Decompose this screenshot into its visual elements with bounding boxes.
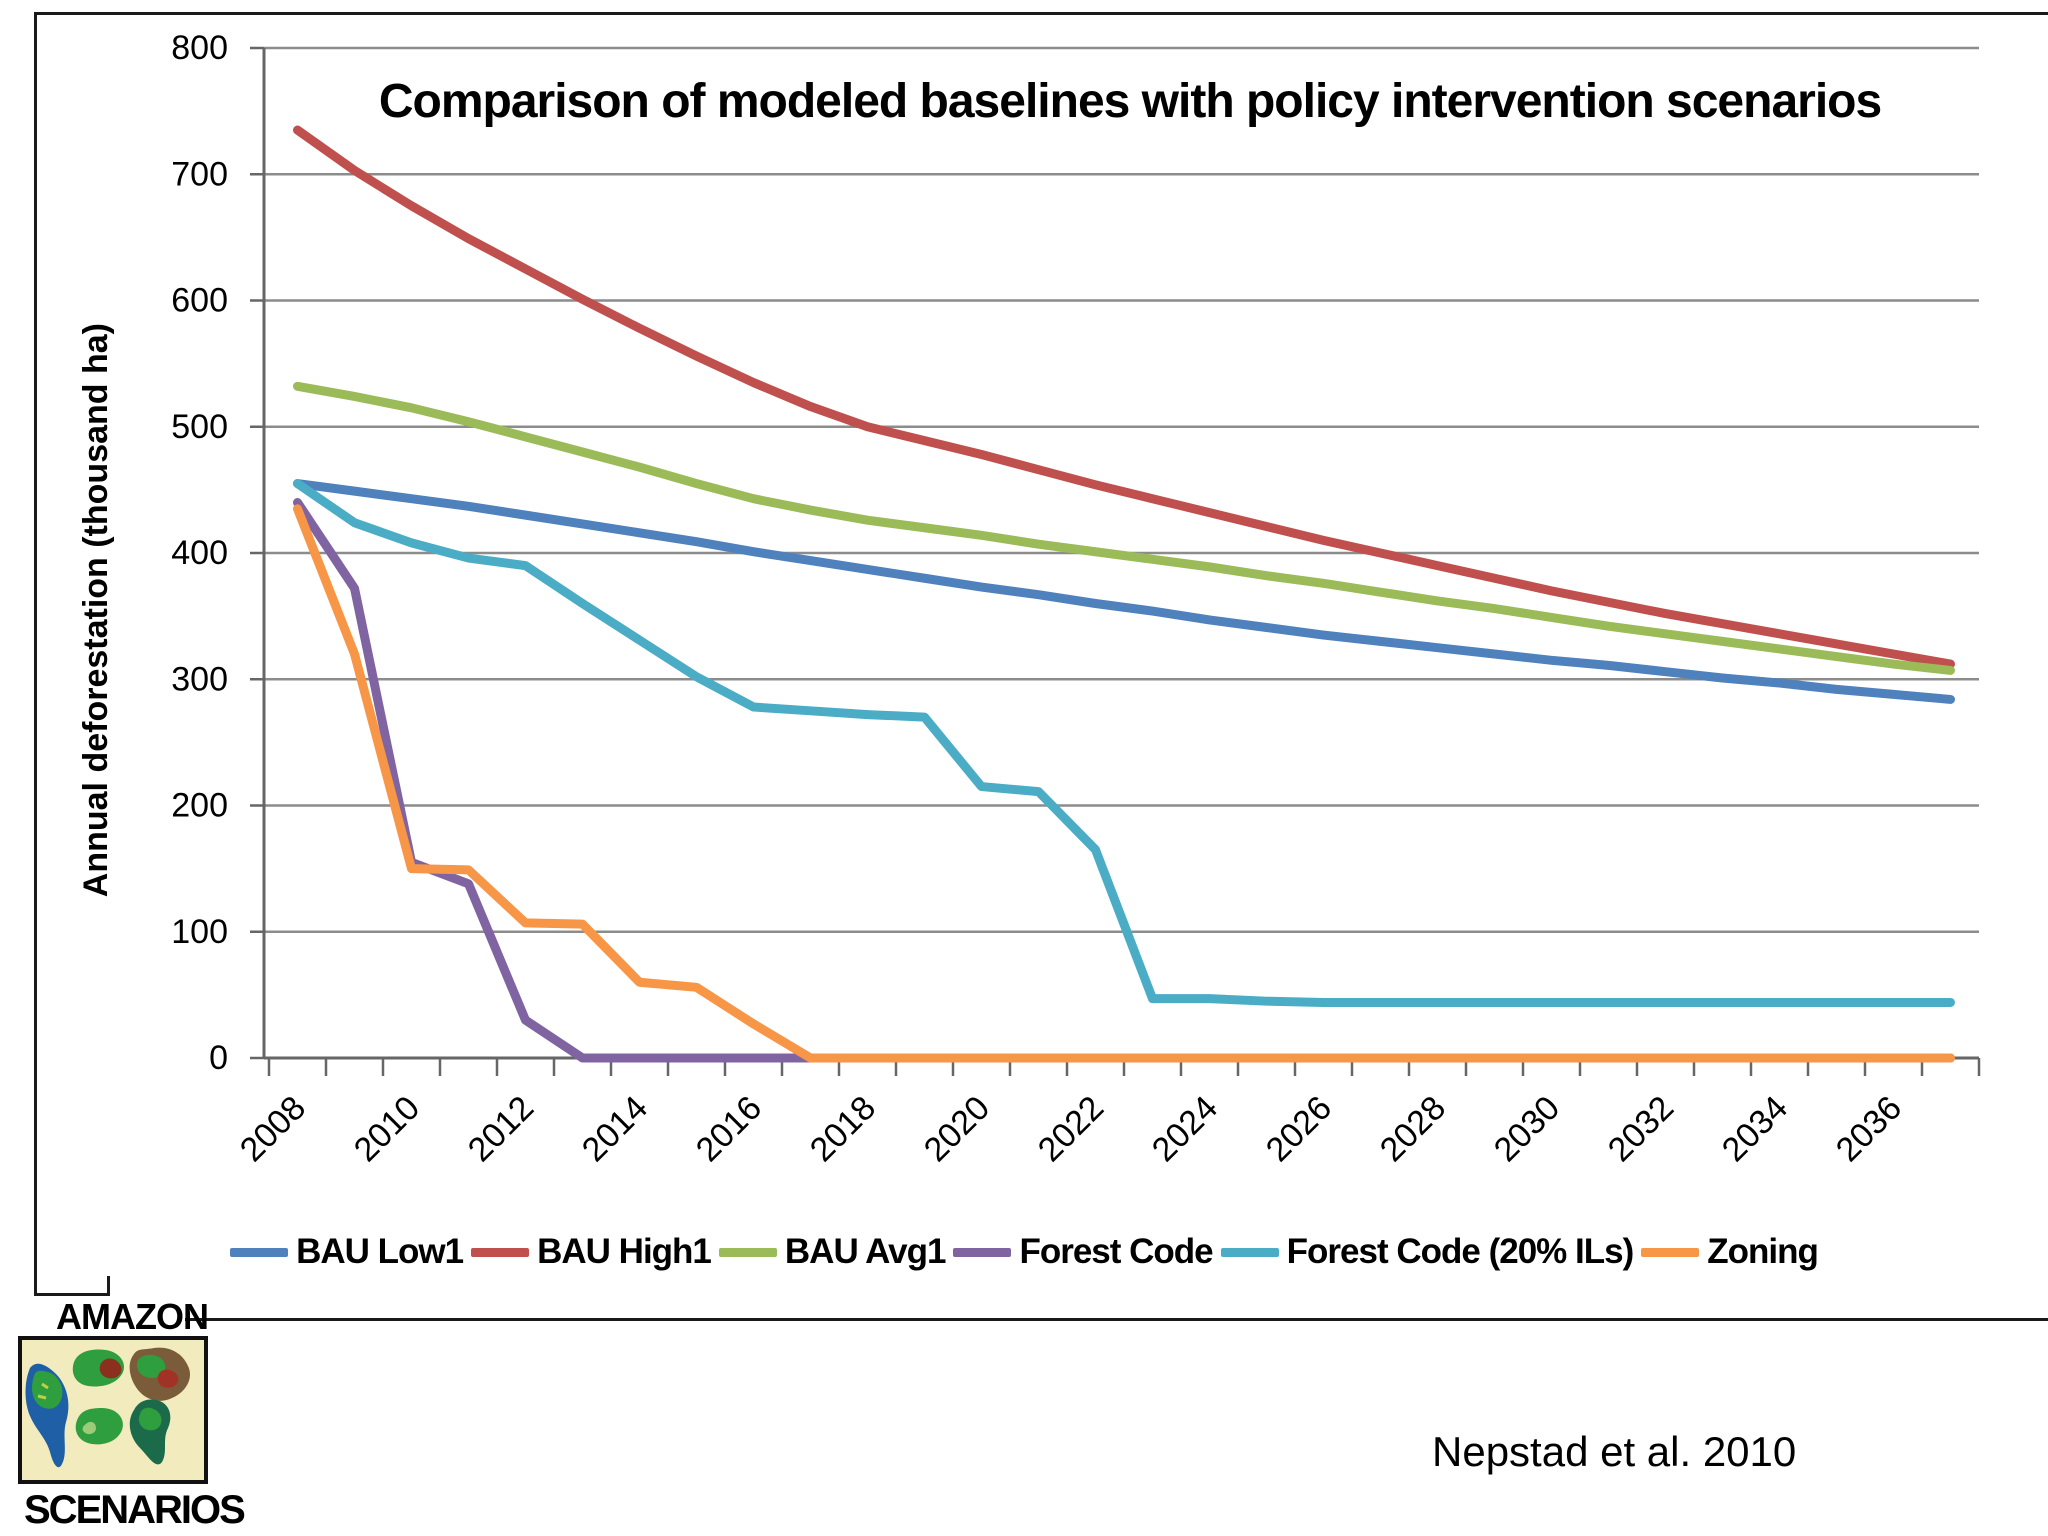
legend-item: Forest Code bbox=[953, 1232, 1214, 1272]
series-line-bau-high1 bbox=[293, 125, 1955, 669]
y-tick-label: 400 bbox=[171, 534, 228, 572]
series-line-zoning bbox=[293, 504, 1955, 1063]
chart-title: Comparison of modeled baselines with pol… bbox=[378, 75, 1882, 128]
frame-corner-stub-v bbox=[107, 1276, 110, 1296]
legend-item: Forest Code (20% ILs) bbox=[1220, 1232, 1635, 1272]
deforestation-line-chart: 0 100 200 300 400 500 600 700 800 2008 2010 2012 201… bbox=[171, 29, 1981, 1169]
y-tick-label: 500 bbox=[171, 408, 228, 446]
logo-amazon-text: AMAZON bbox=[56, 1296, 209, 1337]
y-tick-label: 100 bbox=[171, 913, 228, 951]
legend-label: Forest Code bbox=[1019, 1232, 1213, 1271]
legend-label: Forest Code (20% ILs) bbox=[1286, 1232, 1635, 1271]
legend-item: BAU Avg1 bbox=[718, 1232, 947, 1272]
x-tick-label: 2014 bbox=[575, 1089, 655, 1169]
legend-swatch-icon bbox=[953, 1247, 1012, 1257]
legend-label: BAU High1 bbox=[537, 1232, 712, 1271]
frame-corner-stub-h bbox=[34, 1293, 110, 1296]
y-tick-label: 300 bbox=[171, 660, 228, 698]
x-tick-label: 2026 bbox=[1259, 1089, 1339, 1169]
x-tick-label: 2012 bbox=[461, 1089, 541, 1169]
x-tick-labels: 2008 2010 2012 2014 2016 2018 2020 2022 2024 2026… bbox=[233, 1089, 1909, 1169]
x-tick-label: 2030 bbox=[1487, 1089, 1567, 1169]
x-tick-label: 2020 bbox=[917, 1089, 997, 1169]
legend-swatch-icon bbox=[471, 1247, 530, 1257]
series-line-forest-code bbox=[293, 498, 1955, 1063]
chart-legend: BAU Low1 BAU High1 BAU Avg1 Forest Code Fore… bbox=[0, 1232, 2048, 1272]
x-tick-label: 2028 bbox=[1373, 1089, 1453, 1169]
legend-label: BAU Avg1 bbox=[784, 1232, 947, 1271]
y-tick-label: 600 bbox=[171, 282, 228, 320]
legend-label: Zoning bbox=[1707, 1232, 1819, 1271]
x-tick-label: 2010 bbox=[347, 1089, 427, 1169]
citation-text: Nepstad et al. 2010 bbox=[1432, 1428, 1797, 1475]
legend-item: BAU Low1 bbox=[230, 1232, 464, 1272]
legend-item: Zoning bbox=[1641, 1232, 1819, 1272]
x-tick-label: 2008 bbox=[233, 1089, 313, 1169]
x-tick-label: 2016 bbox=[689, 1089, 769, 1169]
frame-mid-line bbox=[185, 1318, 2048, 1321]
series-line-bau-low1 bbox=[293, 479, 1955, 704]
x-tick-label: 2032 bbox=[1601, 1089, 1681, 1169]
x-tick-label: 2018 bbox=[803, 1089, 883, 1169]
logo-image bbox=[18, 1336, 208, 1484]
frame-left-line bbox=[34, 12, 37, 1296]
y-tick-label: 800 bbox=[171, 29, 228, 67]
legend-swatch-icon bbox=[230, 1247, 289, 1257]
amazon-maps-icon bbox=[25, 1347, 191, 1468]
x-tick-label: 2036 bbox=[1829, 1089, 1909, 1169]
legend-label: BAU Low1 bbox=[296, 1232, 464, 1271]
y-tick-label: 700 bbox=[171, 155, 228, 193]
legend-swatch-icon bbox=[1641, 1247, 1700, 1257]
legend-swatch-icon bbox=[718, 1247, 777, 1257]
y-axis-title: Annual deforestation (thousand ha) bbox=[76, 322, 115, 898]
series-line-bau-avg1 bbox=[293, 381, 1955, 675]
series-line-forest-code-20-ils- bbox=[293, 479, 1955, 1007]
legend-item: BAU High1 bbox=[471, 1232, 712, 1272]
x-tick-label: 2024 bbox=[1145, 1089, 1225, 1169]
gridlines: 0 100 200 300 400 500 600 700 800 bbox=[171, 29, 1979, 1077]
frame-top-line bbox=[34, 12, 2048, 15]
y-tick-label: 0 bbox=[209, 1039, 228, 1077]
x-tick-label: 2034 bbox=[1715, 1089, 1795, 1169]
x-tick-label: 2022 bbox=[1031, 1089, 1111, 1169]
amazon-scenarios-logo: AMAZON SCENARIOS bbox=[16, 1288, 246, 1536]
legend-swatch-icon bbox=[1220, 1247, 1279, 1257]
y-tick-label: 200 bbox=[171, 787, 228, 825]
logo-scenarios-text: SCENARIOS bbox=[24, 1488, 246, 1532]
